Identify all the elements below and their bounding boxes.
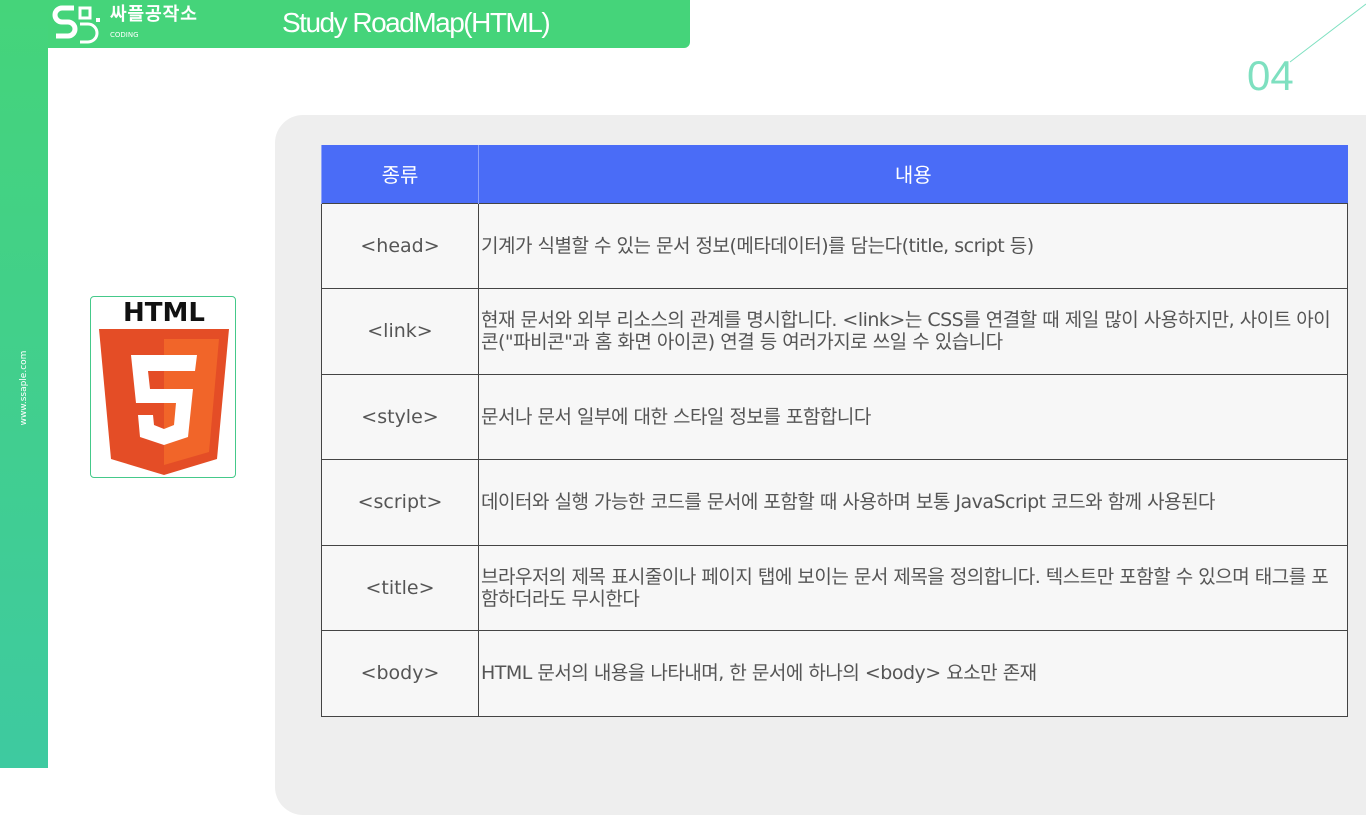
tag-cell: <script> <box>321 459 479 546</box>
ssaple-logo-icon <box>52 5 100 44</box>
description-cell: 브라우저의 제목 표시줄이나 페이지 탭에 보이는 문서 제목을 정의합니다. … <box>478 544 1348 631</box>
description-cell: 데이터와 실행 가능한 코드를 문서에 포함할 때 사용하며 보통 JavaSc… <box>478 459 1348 546</box>
brand-sub: CODING <box>110 31 139 39</box>
side-stripe: www.ssaple.com <box>0 0 48 768</box>
tag-cell: <link> <box>321 288 479 375</box>
header-bar: 싸플공작소 CODING Study RoadMap(HTML) <box>48 0 690 48</box>
svg-text:HTML: HTML <box>123 298 205 328</box>
tag-cell: <body> <box>321 630 479 717</box>
page-title: Study RoadMap(HTML) <box>282 7 551 38</box>
table-row: <style> 문서나 문서 일부에 대한 스타일 정보를 포함합니다 <box>321 373 1348 460</box>
tag-cell: <style> <box>321 373 479 460</box>
brand-name: 싸플공작소 <box>110 4 198 25</box>
table-row: <head> 기계가 식별할 수 있는 문서 정보(메타데이터)를 담는다(tit… <box>321 202 1348 289</box>
description-cell: HTML 문서의 내용을 나타내며, 한 문서에 하나의 <body> 요소만 … <box>478 630 1348 717</box>
column-header-content: 내용 <box>478 145 1348 203</box>
tag-cell: <head> <box>321 202 479 289</box>
tag-cell: <title> <box>321 544 479 631</box>
site-url: www.ssaple.com <box>19 350 29 426</box>
table-row: <link> 현재 문서와 외부 리소스의 관계를 명시합니다. <link>는 … <box>321 288 1348 375</box>
html5-logo: HTML <box>90 296 236 478</box>
table-row: <title> 브라우저의 제목 표시줄이나 페이지 탭에 보이는 문서 제목을 … <box>321 544 1348 631</box>
html5-logo-icon: HTML <box>99 298 229 475</box>
description-cell: 기계가 식별할 수 있는 문서 정보(메타데이터)를 담는다(title, sc… <box>478 202 1348 289</box>
page-number: 04 <box>1247 52 1294 99</box>
table-row: <script> 데이터와 실행 가능한 코드를 문서에 포함할 때 사용하며 보… <box>321 459 1348 546</box>
description-cell: 문서나 문서 일부에 대한 스타일 정보를 포함합니다 <box>478 373 1348 460</box>
table-row: <body> HTML 문서의 내용을 나타내며, 한 문서에 하나의 <body… <box>321 630 1348 717</box>
column-header-type: 종류 <box>321 145 479 203</box>
html-tags-table: 종류 내용 <head> 기계가 식별할 수 있는 문서 정보(메타데이터)를 담… <box>321 145 1348 717</box>
decorative-line <box>1289 3 1366 63</box>
description-cell: 현재 문서와 외부 리소스의 관계를 명시합니다. <link>는 CSS를 연… <box>478 288 1348 375</box>
